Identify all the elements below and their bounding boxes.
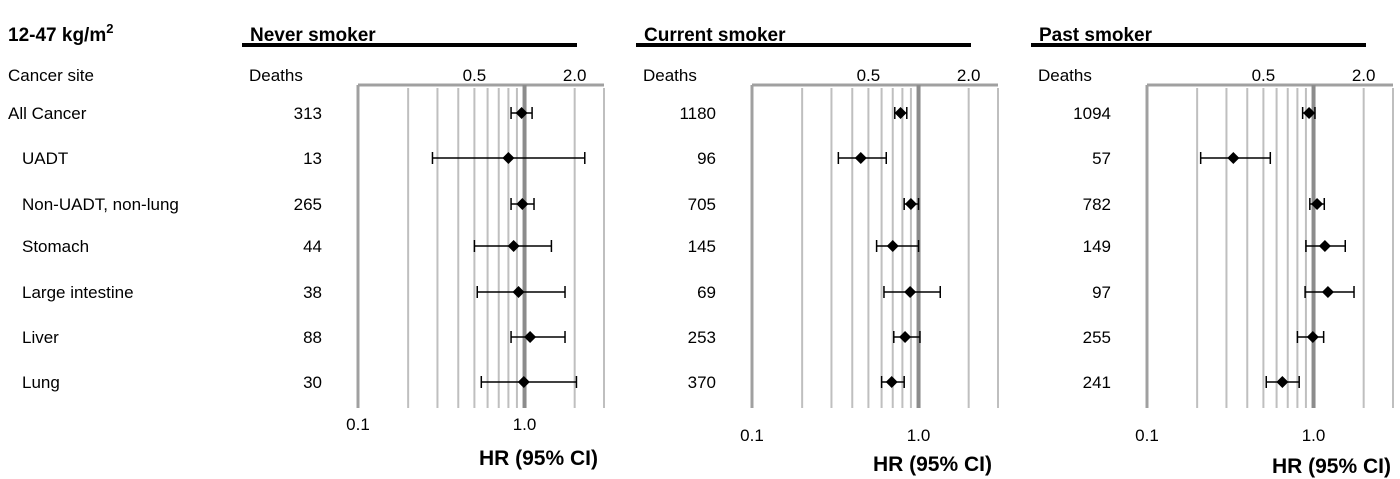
top-tick-label: 0.5 <box>857 66 881 85</box>
hr-marker <box>1227 152 1240 164</box>
hr-marker <box>1321 286 1334 298</box>
hr-marker <box>502 152 515 164</box>
deaths-value: 149 <box>1083 237 1111 256</box>
deaths-value: 97 <box>1092 283 1111 302</box>
deaths-value: 88 <box>303 328 322 347</box>
deaths-value: 96 <box>697 149 716 168</box>
site-label: Stomach <box>22 237 89 256</box>
site-label: All Cancer <box>8 104 87 123</box>
hr-marker <box>1311 198 1324 210</box>
bottom-tick-label: 1.0 <box>513 415 537 434</box>
deaths-value: 255 <box>1083 328 1111 347</box>
deaths-value: 705 <box>688 195 716 214</box>
hr-marker <box>524 331 537 343</box>
top-tick-label: 2.0 <box>957 66 981 85</box>
hr-marker <box>854 152 867 164</box>
deaths-value: 241 <box>1083 373 1111 392</box>
hr-marker <box>507 240 520 252</box>
x-axis-label: HR (95% CI) <box>1272 455 1391 478</box>
top-tick-label: 2.0 <box>1352 66 1376 85</box>
panel-title: Past smoker <box>1039 25 1153 46</box>
forest-panels: Never smoker Deaths 0.5 2.0 0.1 1.0 HR (95% CI… <box>242 25 1394 478</box>
hr-marker <box>516 198 529 210</box>
deaths-value: 782 <box>1083 195 1111 214</box>
bottom-tick-label: 1.0 <box>1302 426 1326 445</box>
hr-marker <box>886 240 899 252</box>
cancer-site-header: Cancer site <box>8 66 94 85</box>
deaths-value: 69 <box>697 283 716 302</box>
bottom-tick-label: 0.1 <box>740 426 764 445</box>
hr-marker <box>904 198 917 210</box>
hr-marker <box>894 107 907 119</box>
deaths-value: 253 <box>688 328 716 347</box>
hr-marker <box>885 376 898 388</box>
bmi-range-label: 12-47 kg/m2 <box>8 21 113 46</box>
deaths-value: 30 <box>303 373 322 392</box>
hr-marker <box>1303 107 1316 119</box>
deaths-value: 145 <box>688 237 716 256</box>
bottom-tick-label: 0.1 <box>1135 426 1159 445</box>
site-label: Lung <box>22 373 60 392</box>
top-tick-label: 0.5 <box>463 66 487 85</box>
deaths-value: 44 <box>303 237 322 256</box>
hr-marker <box>1318 240 1331 252</box>
hr-marker <box>512 286 525 298</box>
deaths-value: 57 <box>1092 149 1111 168</box>
deaths-value: 265 <box>294 195 322 214</box>
cancer-site-labels: All Cancer UADT Non-UADT, non-lung Stomach L… <box>8 104 179 392</box>
deaths-value: 38 <box>303 283 322 302</box>
panel-1: Never smoker Deaths 0.5 2.0 0.1 1.0 HR (95% CI… <box>242 25 605 470</box>
x-axis-label: HR (95% CI) <box>873 453 992 476</box>
panel-title: Current smoker <box>644 25 786 46</box>
panel-2: Current smoker Deaths 0.5 2.0 0.1 1.0 HR (95% … <box>636 25 999 476</box>
deaths-value: 370 <box>688 373 716 392</box>
site-label: UADT <box>22 149 68 168</box>
site-label: Liver <box>22 328 59 347</box>
deaths-value: 1094 <box>1073 104 1111 123</box>
bottom-tick-label: 1.0 <box>907 426 931 445</box>
hr-marker <box>1276 376 1289 388</box>
panel-title: Never smoker <box>250 25 376 46</box>
deaths-value: 13 <box>303 149 322 168</box>
site-label: Non-UADT, non-lung <box>22 195 179 214</box>
bottom-tick-label: 0.1 <box>346 415 370 434</box>
hr-marker <box>899 331 912 343</box>
top-tick-label: 2.0 <box>563 66 587 85</box>
hr-marker <box>515 107 528 119</box>
top-tick-label: 0.5 <box>1252 66 1276 85</box>
site-label: Large intestine <box>22 283 134 302</box>
hr-marker <box>517 376 530 388</box>
panel-3: Past smoker Deaths 0.5 2.0 0.1 1.0 HR (95% CI)… <box>1031 25 1394 478</box>
deaths-header: Deaths <box>1038 66 1092 85</box>
deaths-value: 313 <box>294 104 322 123</box>
hr-marker <box>904 286 917 298</box>
x-axis-label: HR (95% CI) <box>479 447 598 470</box>
deaths-header: Deaths <box>643 66 697 85</box>
deaths-value: 1180 <box>679 104 716 123</box>
deaths-header: Deaths <box>249 66 303 85</box>
hr-marker <box>1306 331 1319 343</box>
